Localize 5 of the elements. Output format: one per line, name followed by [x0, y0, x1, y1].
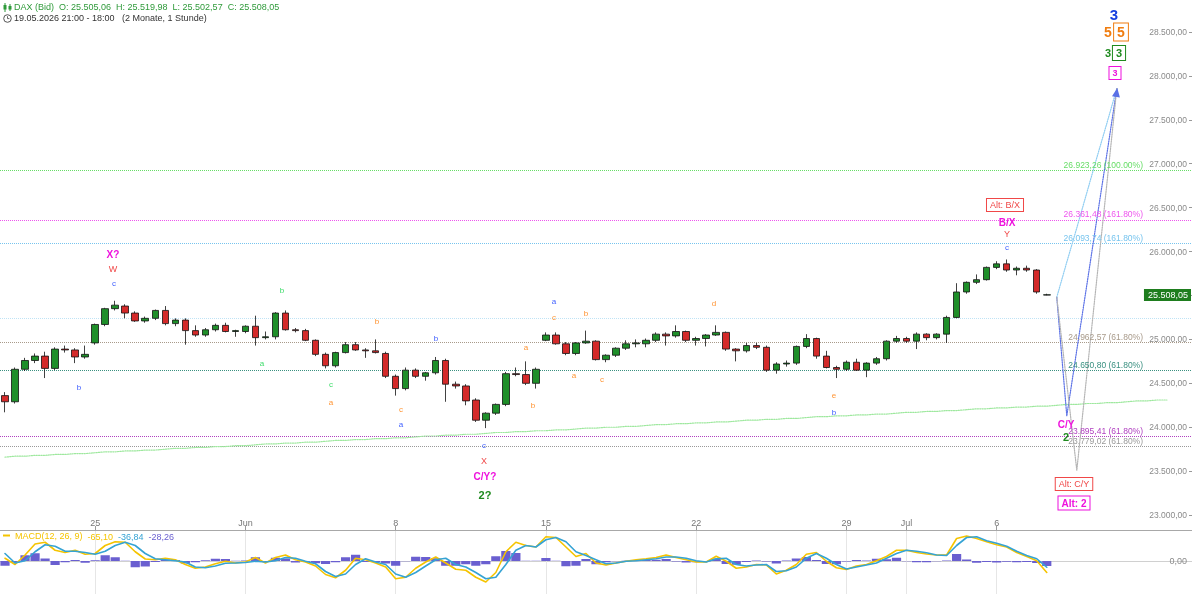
annotation: 0,00 [1169, 556, 1187, 566]
legend-label: MACD(12, 26, 9) [15, 530, 83, 541]
annotation: -65,10 [87, 531, 114, 542]
annotation: -36,84 [118, 531, 144, 542]
annotation: -28,26 [148, 531, 175, 542]
